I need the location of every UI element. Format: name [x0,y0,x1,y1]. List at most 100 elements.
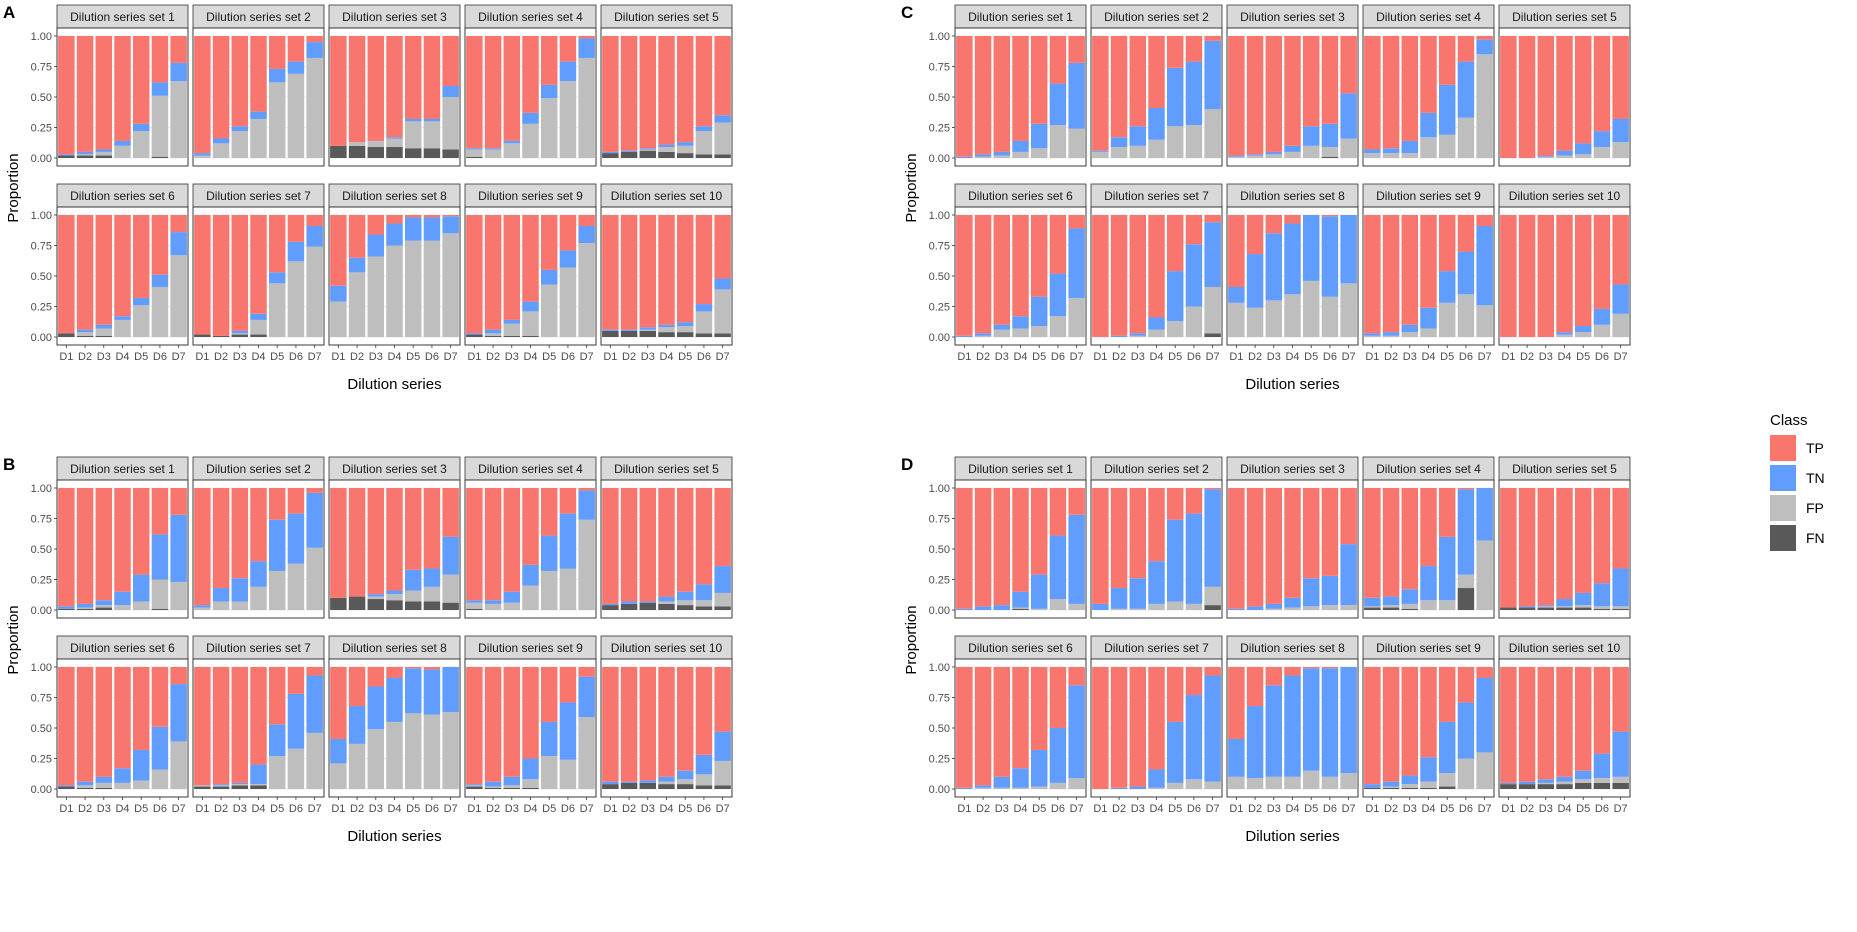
panel-d-facet-10-bar-d5-fn [1574,782,1592,789]
panel-c-facet-4-bar-d5-fp [1438,134,1456,158]
panel-b-facet-4-bar-d3-tn [503,591,521,603]
panel-c-facet-1-bar-d5-tp [1030,36,1048,124]
panel-d-facet-10-bar-d4-tp [1556,667,1573,777]
panel-c-facet-9-bar-d2-tp [1382,215,1400,333]
panel-a-facet-9-bar-d3-tp [503,215,521,320]
panel-c-facet-3-bar-d3-tn [1265,151,1283,155]
panel-b-facet-5-bar-d4-tp [658,488,675,597]
panel-d-facet-4-bar-d5-fp [1438,600,1456,610]
panel-b-facet-8-bar-d2-tp [348,667,366,707]
panel-a-facet-3-bar-d4-tp [386,36,403,138]
panel-a-facet-5-bar-d1-tp [602,36,619,152]
panel-a-facet-4-bar-d1-fp [466,149,483,157]
panel-a-facet-4-bar-d5-tn [540,84,558,99]
panel-a-facet-5-bar-d4-tn [658,144,675,148]
panel-a-facet-10-bar-d1-fn [602,330,619,337]
panel-a-facet-7-xtick-label: D7 [308,351,322,363]
panel-c-facet-6-bar-d4-tp [1012,215,1029,317]
panel-a-facet-5-bar-d3-fp [639,149,657,151]
panel-a-facet-9-xtick-label: D1 [467,351,481,363]
panel-b-facet-3-bar-d6-tp [423,488,441,569]
panel-a-facet-5-bar-d4-fn [658,151,675,158]
panel-a-facet-9-bar-d6-tp [559,215,577,251]
panel-b-facet-10-bar-d3-tp [639,667,657,781]
panel-a-facet-10-bar-d2-fn [620,330,638,337]
panel-d-facet-6-bar-d6-fp [1049,782,1067,789]
panel-c-facet-1-ytick-label: 0.25 [929,123,950,135]
panel-d-facet-5-bar-d7-fn [1612,608,1629,610]
panel-d-facet-4-bar-d2-fn [1382,607,1400,610]
panel-d-facet-4-bar-d6-tp [1457,488,1475,490]
panel-b-facet-9-bar-d2-fp [484,786,502,788]
panel-d-facet-10-xtick-label: D3 [1539,803,1553,815]
panel-c-facet-1-bar-d7-tp [1068,36,1085,63]
panel-d-facet-10-bar-d3-fp [1537,782,1555,785]
panel-b-facet-2-bar-d5-tn [268,519,286,571]
panel-d-facet-7-xtick-label: D3 [1131,803,1145,815]
panel-d-facet-6-bar-d1-tn [956,787,973,789]
panel-d-facet-7-bar-d4-tp [1148,667,1165,770]
panel-d-facet-3-bar-d7-tn [1340,544,1357,606]
panel-d-facet-5-bar-d6-tp [1593,488,1611,584]
panel-a-facet-6-bar-d2-tp [76,215,94,330]
panel-d-facet-7-bar-d3-tp [1129,667,1147,787]
panel-b-tag: B [3,455,15,474]
panel-b-facet-4-bar-d3-fp [503,602,521,610]
panel-d-facet-5-bar-d1-fn [1500,607,1517,610]
panel-c-facet-9-bar-d6-fp [1457,294,1475,337]
panel-d-facet-7-xtick-label: D5 [1168,803,1182,815]
panel-c-facet-2-bar-d1-fp [1092,151,1109,158]
panel-d-facet-9-xtick-label: D5 [1440,803,1454,815]
panel-a-xlabel: Dilution series [347,376,441,393]
panel-a-facet-6-ytick-label: 0.25 [31,302,52,314]
panel-c-facet-5-bar-d7-fp [1612,142,1629,158]
panel-b-facet-2-bar-d1-tp [194,488,211,606]
panel-d-facet-4-bar-d7-tn [1476,488,1493,541]
panel-b-facet-2-bar-d1-fp [194,607,211,610]
panel-b-facet-6-bar-d7-tp [170,667,187,685]
panel-b-facet-7-bar-d1-fn [194,786,211,789]
panel-a-facet-9-bar-d2-fn [484,335,502,337]
panel-d-facet-3-bar-d2-tp [1246,488,1264,607]
panel-c-facet-9-bar-d4-fp [1420,328,1437,337]
panel-b-facet-4-bar-d5-fp [540,570,558,610]
panel-c-facet-7-bar-d3-tn [1129,333,1147,336]
panel-c-facet-1-bar-d2-tp [974,36,992,155]
panel-b-facet-6-bar-d7-tn [170,684,187,742]
panel-a-facet-1-ytick-label: 0.00 [31,153,52,165]
panel-c-facet-7-xtick-label: D4 [1149,351,1163,363]
panel-b-facet-6-title: Dilution series set 6 [70,641,175,655]
panel-d-facet-3-bar-d7-fp [1340,605,1357,610]
panel-a-facet-1-bar-d3-fn [95,155,113,158]
panel-a-facet-10-xtick-label: D7 [716,351,730,363]
panel-a-facet-5-bar-d7-tn [714,115,731,123]
panel-d-facet-1-ytick-label: 0.50 [929,544,950,556]
panel-c-facet-5-bar-d7-tn [1612,118,1629,143]
panel-a-facet-1-bar-d2-fp [76,154,94,156]
panel-c-facet-2-title: Dilution series set 2 [1104,10,1209,24]
panel-c-facet-2-bar-d7-tp [1204,36,1221,41]
panel-b-facet-4-bar-d6-tp [559,488,577,514]
panel-a-facet-3-title: Dilution series set 3 [342,10,447,24]
panel-b-facet-4-bar-d2-tn [484,600,502,604]
panel-d-facet-9-bar-d5-tp [1438,667,1456,722]
panel-b-facet-4-bar-d4-tp [522,488,539,565]
panel-d-facet-2-bar-d4-tn [1148,561,1165,604]
panel-c-facet-4-bar-d6-fp [1457,117,1475,158]
panel-c-facet-8-bar-d7-tn [1340,215,1357,284]
panel-a-facet-8-xtick-label: D2 [350,351,364,363]
panel-c-facet-7-xtick-label: D2 [1112,351,1126,363]
panel-a-facet-2-bar-d6-tp [287,36,305,62]
panel-d-facet-4-bar-d1-tn [1364,597,1381,607]
panel-b-facet-9-xtick-label: D1 [467,803,481,815]
panel-a-facet-9-bar-d7-tp [578,215,595,226]
panel-b-facet-6-ytick-label: 0.75 [31,693,52,705]
panel-c-facet-9-bar-d5-fp [1438,302,1456,337]
panel-d-facet-9-bar-d7-tp [1476,667,1493,678]
panel-d-facet-10-xtick-label: D5 [1576,803,1590,815]
panel-a-facet-4-title: Dilution series set 4 [478,10,583,24]
panel-b-facet-6-bar-d1-fn [58,786,75,789]
panel-d-facet-10-bar-d2-tn [1518,781,1536,785]
panel-d-facet-6-bar-d3-tn [993,776,1011,788]
panel-b-facet-6-xtick-label: D2 [78,803,92,815]
